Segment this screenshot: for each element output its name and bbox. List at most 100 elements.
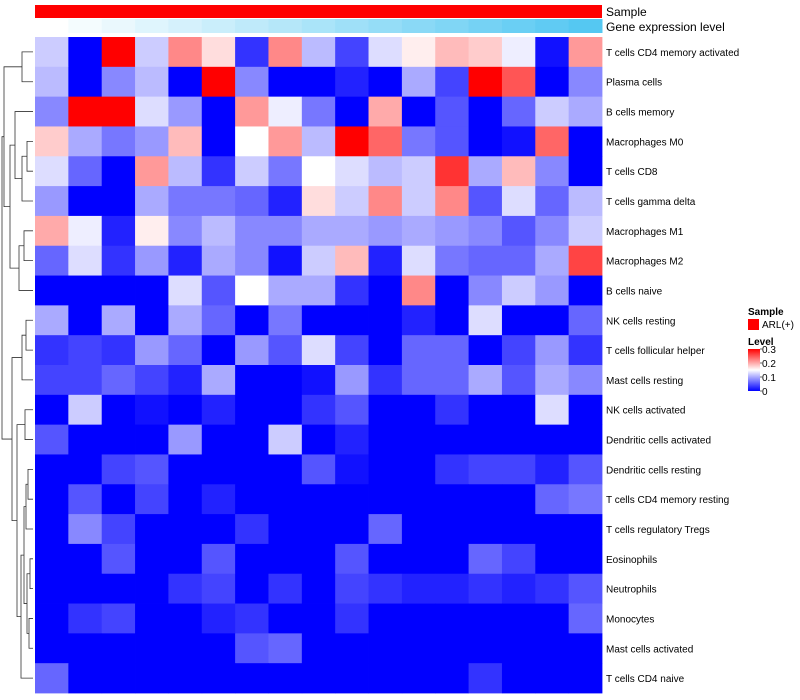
dendrogram-branch xyxy=(21,155,33,202)
heatmap-cell xyxy=(535,245,570,276)
heatmap-cell xyxy=(468,663,503,694)
gene-expression-cell xyxy=(401,19,436,33)
heatmap-cell xyxy=(301,186,336,217)
heatmap-cell xyxy=(135,514,169,545)
heatmap-cell xyxy=(501,484,536,515)
heatmap-cell xyxy=(168,186,203,217)
heatmap-cell xyxy=(535,454,570,485)
dendrogram-branch xyxy=(18,245,33,291)
heatmap-cell xyxy=(268,156,303,187)
heatmap-cell xyxy=(135,454,169,485)
heatmap-cell xyxy=(501,126,536,157)
row-labels: T cells CD4 memory activated Plasma cells… xyxy=(606,48,739,685)
heatmap-cell xyxy=(501,424,536,455)
heatmap-cell xyxy=(435,126,469,157)
heatmap-cell xyxy=(235,37,269,68)
heatmap-cell xyxy=(401,245,436,276)
heatmap-cell xyxy=(135,603,169,634)
heatmap-cell xyxy=(568,633,603,664)
row-label: T cells CD4 memory activated xyxy=(606,48,739,59)
heatmap-cell xyxy=(201,543,236,575)
heatmap-cell xyxy=(68,514,103,545)
heatmap-cell xyxy=(235,215,269,247)
heatmap-cell xyxy=(401,37,436,68)
heatmap-cell xyxy=(468,215,503,247)
heatmap-cell xyxy=(368,365,403,396)
dendrogram-branch xyxy=(28,618,33,649)
heatmap-cell xyxy=(168,275,203,306)
heatmap-cell xyxy=(268,66,303,98)
heatmap-cell xyxy=(335,365,369,396)
heatmap-cell xyxy=(501,245,536,276)
heatmap-cell xyxy=(535,514,570,545)
gene-expression-cell xyxy=(535,19,570,33)
heatmap-cell xyxy=(401,335,436,366)
row-label: T cells CD4 memory resting xyxy=(606,495,729,506)
heatmap-cell xyxy=(335,66,369,98)
heatmap-cell xyxy=(168,215,203,247)
heatmap-cell xyxy=(101,394,136,426)
heatmap-cell xyxy=(68,365,103,396)
heatmap-cell xyxy=(568,156,603,187)
heatmap-cell xyxy=(568,66,603,98)
heatmap-cell xyxy=(68,96,103,127)
sample-track-label: Sample xyxy=(606,5,647,19)
heatmap-cell xyxy=(35,186,69,217)
heatmap-cell xyxy=(401,603,436,634)
heatmap-cell xyxy=(401,514,436,545)
heatmap-cell xyxy=(335,96,369,127)
heatmap-cell xyxy=(135,633,169,664)
heatmap-cell xyxy=(101,424,136,455)
heatmap-cell xyxy=(168,96,203,127)
heatmap-cell xyxy=(168,37,203,68)
heatmap-cell xyxy=(201,215,236,247)
heatmap-cell xyxy=(568,365,603,396)
heatmap-cell xyxy=(368,573,403,604)
heatmap-cell xyxy=(235,424,269,455)
dendrogram-branch xyxy=(25,483,33,530)
heatmap-cell xyxy=(68,335,103,366)
gene-expression-cell xyxy=(201,19,236,33)
heatmap-cell xyxy=(68,245,103,276)
heatmap-cell xyxy=(468,633,503,664)
heatmap-cell xyxy=(468,543,503,575)
heatmap-cell xyxy=(135,126,169,157)
heatmap-cell xyxy=(235,543,269,575)
heatmap-cell xyxy=(135,663,169,694)
heatmap-cell xyxy=(301,633,336,664)
heatmap-cell xyxy=(468,156,503,187)
heatmap-cell xyxy=(201,484,236,515)
heatmap-cell xyxy=(401,126,436,157)
heatmap-cell xyxy=(201,305,236,336)
heatmap-cell xyxy=(335,633,369,664)
heatmap-cell xyxy=(268,663,303,694)
heatmap-cell xyxy=(101,365,136,396)
heatmap-cell xyxy=(401,454,436,485)
heatmap-cell xyxy=(468,66,503,98)
row-label: Monocytes xyxy=(606,614,654,625)
heatmap-cell xyxy=(168,305,203,336)
heatmap-cell xyxy=(301,365,336,396)
gene-expression-cell xyxy=(468,19,503,33)
heatmap-cell xyxy=(201,603,236,634)
heatmap-cell xyxy=(168,424,203,455)
heatmap-cell xyxy=(501,543,536,575)
heatmap-cell xyxy=(535,96,570,127)
heatmap-cell xyxy=(368,245,403,276)
heatmap-cell xyxy=(268,215,303,247)
heatmap-cell xyxy=(535,335,570,366)
heatmap-cell xyxy=(135,365,169,396)
heatmap-cell xyxy=(535,394,570,426)
heatmap-cell xyxy=(201,156,236,187)
heatmap-cell xyxy=(168,514,203,545)
heatmap-cell xyxy=(401,215,436,247)
heatmap-cell xyxy=(501,633,536,664)
heatmap-cell xyxy=(568,245,603,276)
heatmap-cell xyxy=(35,215,69,247)
heatmap-cell xyxy=(101,484,136,515)
heatmap-cell xyxy=(401,424,436,455)
heatmap-cell xyxy=(201,633,236,664)
heatmap-cell xyxy=(401,305,436,336)
heatmap-cell xyxy=(101,126,136,157)
heatmap-cell xyxy=(268,335,303,366)
